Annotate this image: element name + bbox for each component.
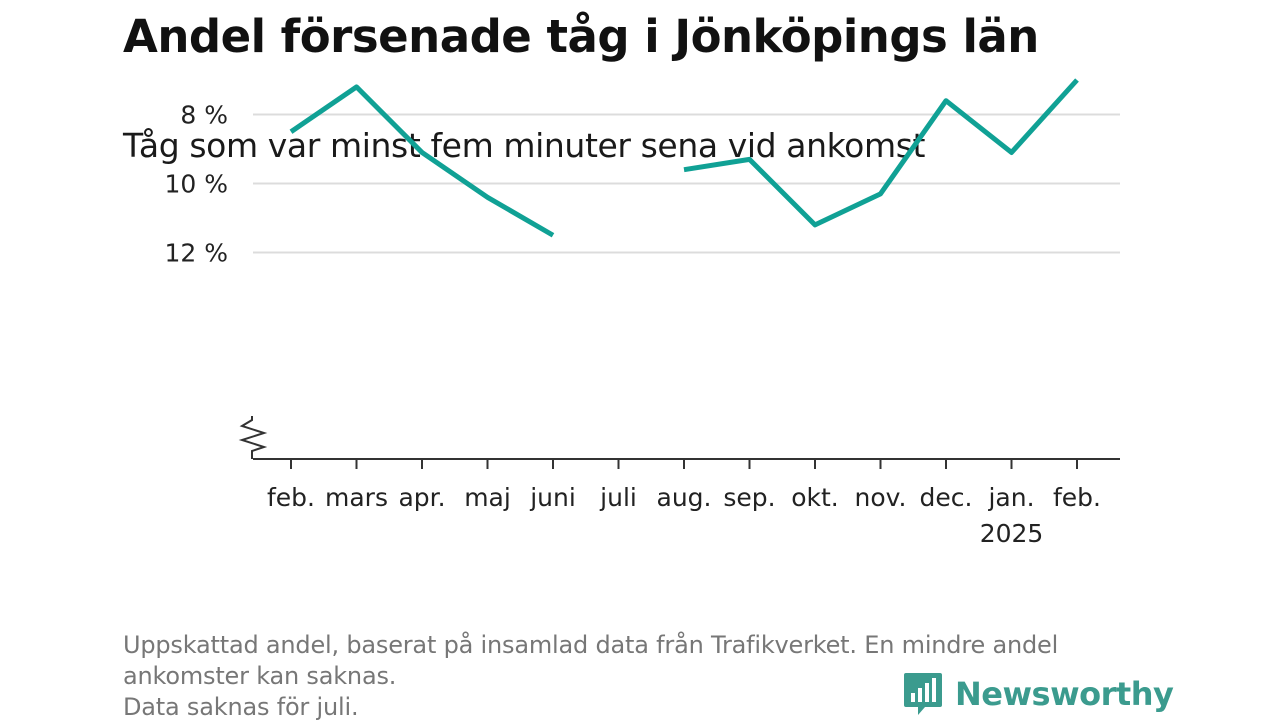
x-tick-label: dec. [920, 483, 973, 512]
brand-name: Newsworthy [955, 675, 1174, 713]
chart-subtitle: Tåg som var minst fem minuter sena vid a… [123, 126, 926, 165]
brand-logo: Newsworthy [903, 670, 1174, 718]
chart-title: Andel försenade tåg i Jönköpings län [123, 10, 1039, 63]
series-line-segment [683, 78, 1079, 228]
x-tick-label: feb. [1053, 483, 1101, 512]
y-tick-label: 12 % [164, 239, 228, 268]
x-tick-label: nov. [855, 483, 907, 512]
footnote-line-2: ankomster kan saknas. [123, 662, 397, 690]
y-tick-label: 10 % [164, 170, 228, 199]
y-axis-tick-labels: 8 % 10 % 12 % [164, 101, 228, 268]
x-tick-label: aug. [657, 483, 712, 512]
x-tick-label: juli [599, 483, 637, 512]
x-tick-label: jan. [987, 483, 1034, 512]
series-lines [289, 78, 1079, 238]
footnote-line-1: Uppskattad andel, baserat på insamlad da… [123, 631, 1059, 659]
x-tick-label: maj [464, 483, 511, 512]
x-axis [238, 416, 1120, 469]
x-tick-label: juni [529, 483, 576, 512]
bar-chart-speech-bubble-icon [904, 673, 942, 715]
footnote: Uppskattad andel, baserat på insamlad da… [123, 630, 1163, 723]
line-chart: 8 % 10 % 12 % feb. mars apr. maj juni juli aug. s… [164, 78, 1120, 548]
x-tick-label: sep. [723, 483, 775, 512]
gridlines [253, 113, 1120, 254]
series-line-segment [289, 84, 555, 238]
footnote-line-3: Data saknas för juli. [123, 693, 359, 721]
x-year-label: 2025 [980, 519, 1044, 548]
axis-break-icon [238, 416, 268, 459]
x-tick-label: apr. [398, 483, 445, 512]
x-tick-label: mars [325, 483, 388, 512]
y-tick-label: 8 % [180, 101, 228, 130]
x-tick-label: okt. [791, 483, 839, 512]
x-axis-tick-labels: feb. mars apr. maj juni juli aug. sep. okt. nov. d… [267, 483, 1101, 548]
x-tick-label: feb. [267, 483, 315, 512]
